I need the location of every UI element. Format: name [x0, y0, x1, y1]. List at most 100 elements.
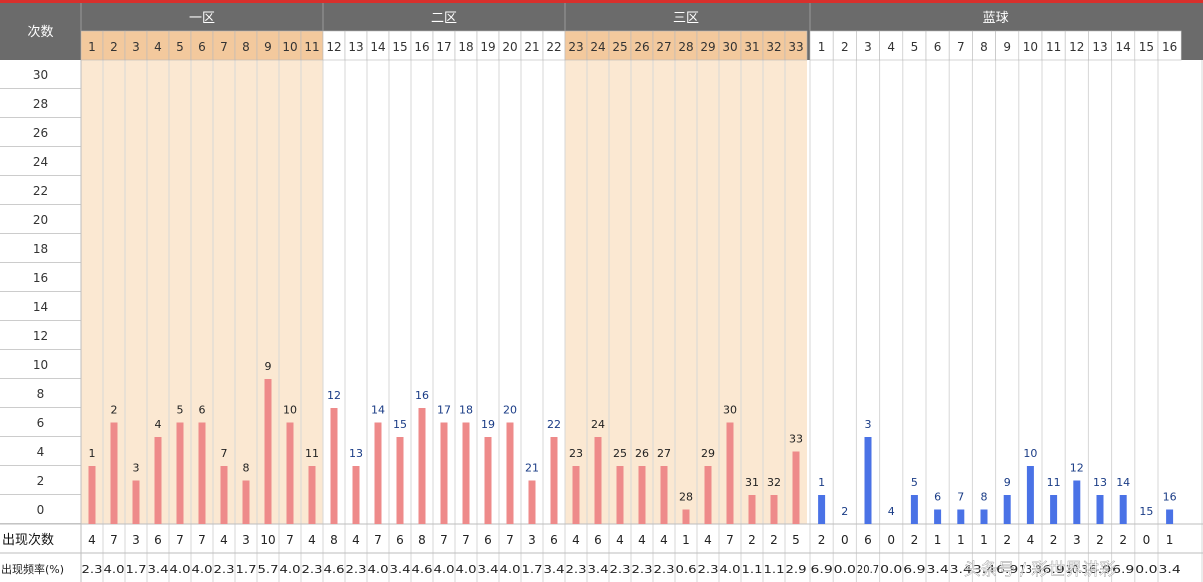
column-number-label: 11 [304, 40, 319, 54]
bar-label: 22 [547, 418, 561, 431]
freq-value: 6.9 [1043, 563, 1065, 576]
column-number-label: 8 [980, 40, 988, 54]
bar-red-15 [396, 437, 404, 524]
count-value: 2 [1003, 533, 1011, 547]
bar-label: 26 [635, 447, 649, 460]
bar-red-8 [242, 480, 250, 524]
freq-value: 2.3 [632, 563, 653, 576]
watermark-layer: 头条号 / 彩世界讲彩 [964, 560, 1117, 580]
count-value: 7 [374, 533, 382, 547]
freq-value: 4.0 [170, 563, 191, 576]
watermark: 头条号 / 彩世界讲彩 [964, 560, 1117, 580]
count-value: 0 [841, 533, 849, 547]
bar-red-13 [352, 466, 360, 524]
column-number-label: 15 [392, 40, 407, 54]
bar-label: 20 [503, 404, 517, 417]
count-value: 2 [818, 533, 826, 547]
bar-label: 6 [934, 491, 941, 504]
bar-red-3 [132, 480, 140, 524]
bar-label: 25 [613, 447, 627, 460]
bar-label: 9 [1004, 476, 1011, 489]
count-value: 10 [260, 533, 275, 547]
column-number-label: 18 [458, 40, 473, 54]
bar-red-10 [286, 422, 294, 524]
corner-label: 次数 [27, 24, 53, 40]
y-tick-label: 28 [33, 97, 48, 111]
bar-label: 9 [265, 360, 272, 373]
count-value: 5 [792, 533, 800, 547]
count-value: 4 [220, 533, 228, 547]
bar-label: 23 [569, 447, 583, 460]
count-value: 0 [887, 533, 895, 547]
y-tick-label: 18 [33, 242, 48, 256]
freq-value: 3.4 [544, 563, 565, 576]
count-value: 0 [1143, 533, 1151, 547]
y-tick-label: 30 [33, 68, 48, 82]
freq-value: 0.0 [1135, 563, 1157, 576]
column-number-label: 13 [1092, 40, 1107, 54]
freq-value: 3.4 [950, 563, 972, 576]
freq-value: 1.7 [522, 563, 543, 576]
bar-blue-14 [1119, 495, 1127, 524]
bar-label: 1 [89, 447, 96, 460]
column-number-label: 22 [546, 40, 561, 54]
freq-value: 3.4 [973, 563, 995, 576]
bar-blue-7 [957, 509, 965, 524]
bar-red-32 [770, 495, 778, 524]
bar-label: 12 [1070, 462, 1084, 475]
group-label: 三区 [673, 11, 699, 26]
freq-value: 4.0 [500, 563, 521, 576]
bar-label: 10 [1023, 447, 1037, 460]
bar-label: 10 [283, 404, 297, 417]
count-value: 2 [911, 533, 919, 547]
count-value: 7 [110, 533, 118, 547]
bar-label: 1 [818, 476, 825, 489]
column-number-label: 23 [568, 40, 583, 54]
bar-label: 11 [305, 447, 319, 460]
freq-value: 2.3 [654, 563, 675, 576]
bar-red-30 [726, 422, 734, 524]
bar-label: 3 [133, 462, 140, 475]
column-number-label: 10 [1023, 40, 1038, 54]
column-number-label: 30 [722, 40, 737, 54]
bar-red-1 [88, 466, 96, 524]
freq-value: 4.0 [104, 563, 125, 576]
bar-red-24 [594, 437, 602, 524]
y-tick-label: 20 [33, 213, 48, 227]
count-value: 6 [594, 533, 602, 547]
count-value: 8 [330, 533, 338, 547]
column-number-label: 9 [1003, 40, 1011, 54]
bar-label: 5 [911, 476, 918, 489]
freq-value: 1.7 [126, 563, 147, 576]
bar-label: 17 [437, 404, 451, 417]
bar-label: 33 [789, 433, 803, 446]
bar-label: 7 [957, 491, 964, 504]
freq-value: 3.4 [478, 563, 499, 576]
bar-blue-13 [1096, 495, 1104, 524]
freq-value: 0.6 [676, 563, 697, 576]
column-number-label: 5 [911, 40, 919, 54]
bar-label: 30 [723, 404, 737, 417]
column-number-label: 21 [524, 40, 539, 54]
bar-label: 7 [221, 447, 228, 460]
count-value: 2 [1050, 533, 1058, 547]
count-row-label: 出现次数 [2, 532, 54, 548]
column-number-label: 7 [957, 40, 965, 54]
bar-red-22 [550, 437, 558, 524]
bar-red-19 [484, 437, 492, 524]
bar-label: 15 [1139, 505, 1153, 518]
bar-label: 27 [657, 447, 671, 460]
y-tick-label: 0 [37, 503, 45, 517]
count-value: 4 [616, 533, 624, 547]
freq-value: 4.0 [192, 563, 213, 576]
column-number-label: 5 [176, 40, 184, 54]
column-number-label: 33 [788, 40, 803, 54]
count-value: 7 [286, 533, 294, 547]
column-number-label: 9 [264, 40, 272, 54]
column-number-label: 14 [1116, 40, 1131, 54]
column-number-label: 10 [282, 40, 297, 54]
group-shade-3 [565, 60, 807, 524]
bar-blue-8 [980, 509, 988, 524]
bar-label: 19 [481, 418, 495, 431]
